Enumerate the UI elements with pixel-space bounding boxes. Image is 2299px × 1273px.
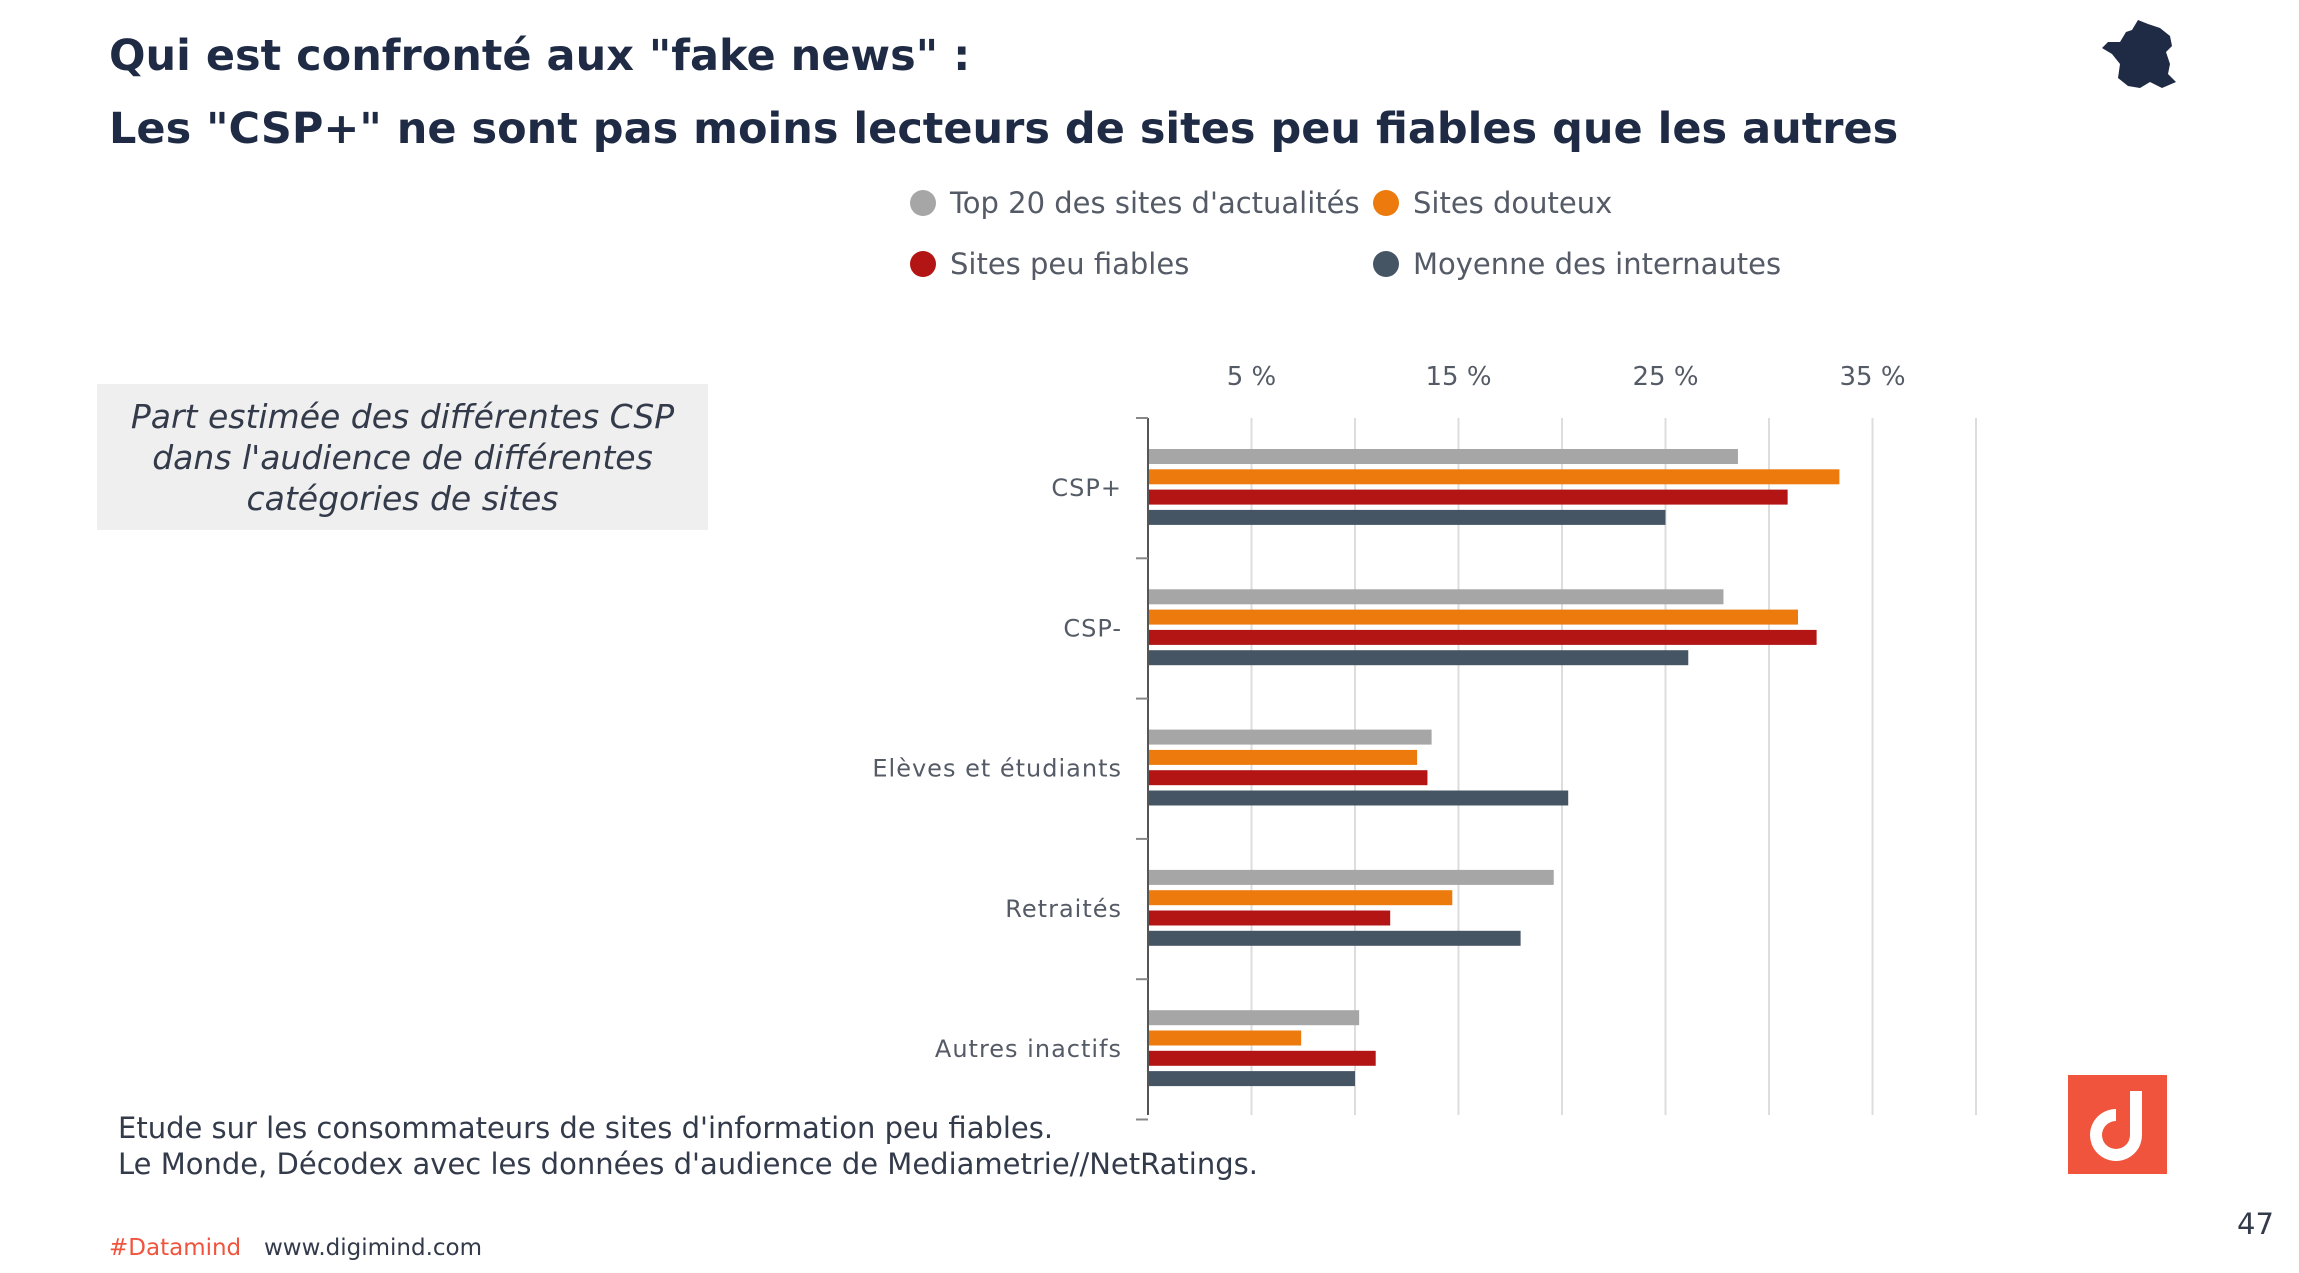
bar-2-1 xyxy=(1149,469,1840,485)
legend-label: Top 20 des sites d'actualités xyxy=(950,186,1360,220)
bar-4-3 xyxy=(1149,790,1569,806)
france-map-icon xyxy=(2102,20,2176,88)
page-number: 47 xyxy=(2237,1207,2274,1241)
category-label: CSP+ xyxy=(1051,474,1122,502)
category-label: Autres inactifs xyxy=(935,1035,1122,1063)
category-label: Retraités xyxy=(1005,895,1122,923)
source-line-1: Etude sur les consommateurs de sites d'i… xyxy=(118,1111,1054,1145)
bar-4-4 xyxy=(1149,930,1521,946)
bar-4-5 xyxy=(1149,1071,1355,1087)
bar-1-2 xyxy=(1149,589,1724,605)
legend-swatch xyxy=(910,251,936,277)
bar-3-5 xyxy=(1149,1050,1376,1066)
bar-3-3 xyxy=(1149,770,1428,786)
bar-1-5 xyxy=(1149,1010,1360,1026)
page-subtitle: Les "CSP+" ne sont pas moins lecteurs de… xyxy=(109,104,1899,154)
note-box: Part estimée des différentes CSP dans l'… xyxy=(97,384,708,530)
legend-label: Moyenne des internautes xyxy=(1413,247,1782,281)
legend-label: Sites douteux xyxy=(1413,186,1613,220)
note-text: Part estimée des différentes CSP dans l'… xyxy=(130,396,675,518)
x-tick-label: 15 % xyxy=(1425,362,1491,392)
footer-hashtag[interactable]: #Datamind xyxy=(109,1235,242,1261)
bar-1-3 xyxy=(1149,729,1432,745)
bar-3-1 xyxy=(1149,489,1788,505)
legend-item: Sites douteux xyxy=(1373,183,1612,223)
bar-2-2 xyxy=(1149,609,1798,625)
legend-swatch xyxy=(1373,251,1399,277)
legend-label: Sites peu fiables xyxy=(950,247,1190,281)
bar-4-2 xyxy=(1149,650,1689,666)
bar-1-4 xyxy=(1149,869,1554,885)
source-note: Etude sur les consommateurs de sites d'i… xyxy=(118,1110,1258,1182)
legend-swatch xyxy=(1373,190,1399,216)
bar-2-4 xyxy=(1149,890,1453,906)
bar-4-1 xyxy=(1149,509,1666,525)
legend-swatch xyxy=(910,190,936,216)
bar-2-3 xyxy=(1149,749,1418,765)
legend-item: Sites peu fiables xyxy=(910,244,1189,284)
digimind-logo-icon xyxy=(2068,1075,2167,1174)
bar-1-1 xyxy=(1149,449,1738,464)
category-label: Elèves et étudiants xyxy=(872,755,1122,783)
bar-2-5 xyxy=(1149,1030,1302,1046)
x-tick-label: 5 % xyxy=(1227,362,1277,392)
source-line-2: Le Monde, Décodex avec les données d'aud… xyxy=(118,1147,1258,1181)
legend-item: Top 20 des sites d'actualités xyxy=(910,183,1360,223)
x-tick-label: 35 % xyxy=(1839,362,1905,392)
bar-3-2 xyxy=(1149,629,1817,645)
page-title: Qui est confronté aux "fake news" : xyxy=(109,31,971,81)
bar-3-4 xyxy=(1149,910,1391,926)
x-tick-label: 25 % xyxy=(1632,362,1698,392)
category-label: CSP- xyxy=(1063,614,1122,642)
legend-item: Moyenne des internautes xyxy=(1373,244,1781,284)
footer-url-link[interactable]: www.digimind.com xyxy=(264,1235,483,1261)
